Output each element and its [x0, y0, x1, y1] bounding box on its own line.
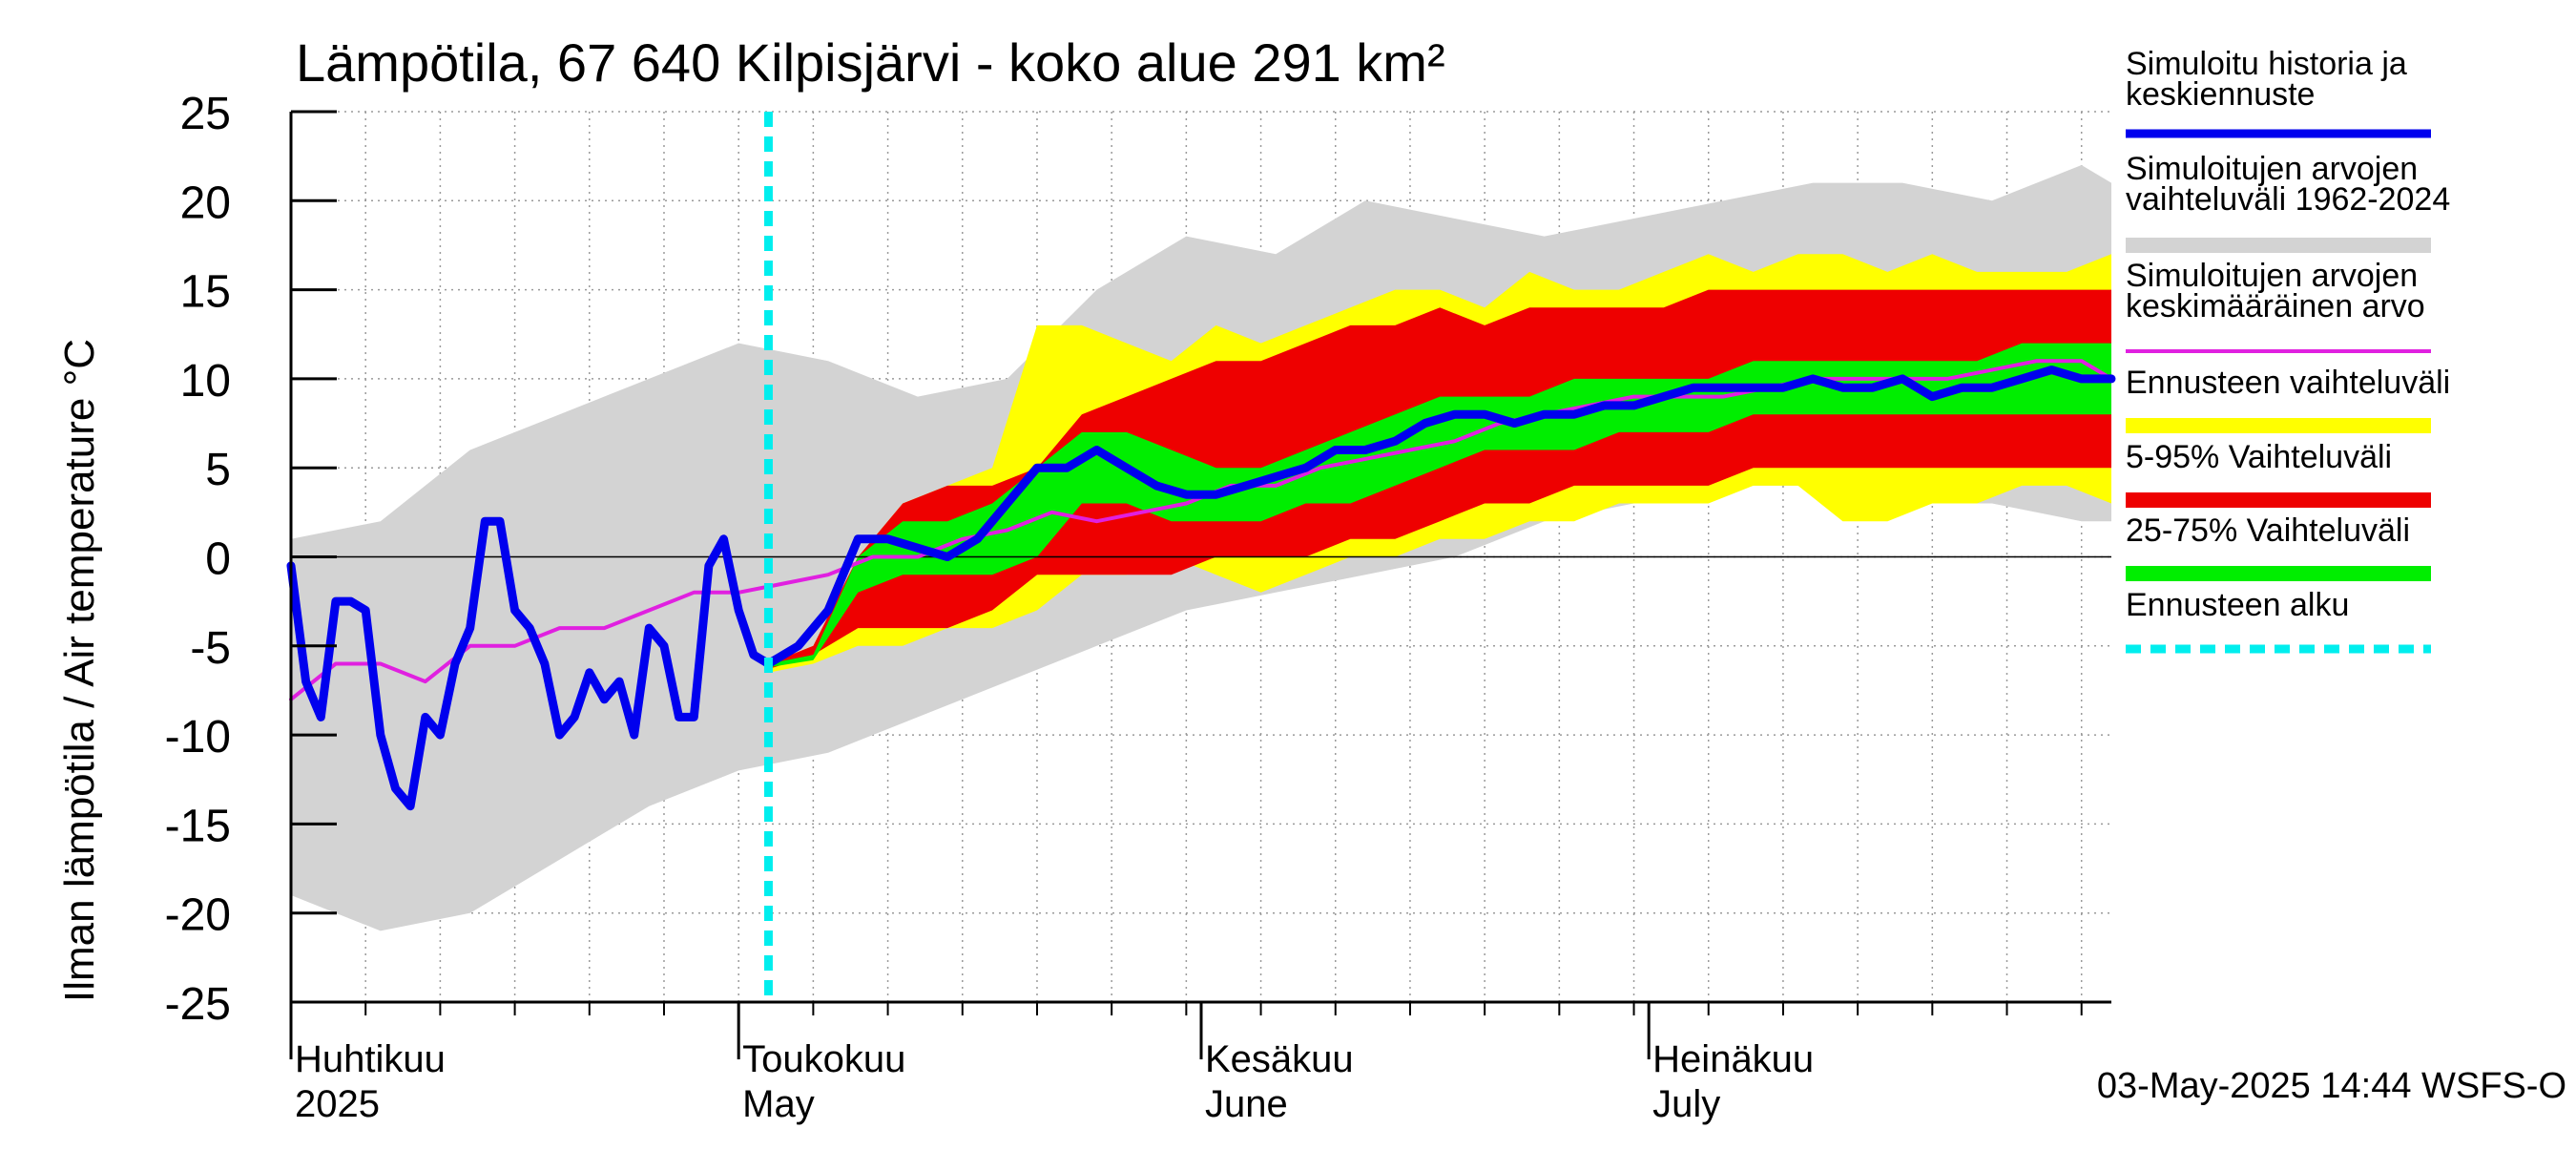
x-month-label-fi: Heinäkuu — [1652, 1038, 1814, 1080]
percentile-25-75-band — [768, 343, 2111, 668]
x-month-label-en: June — [1205, 1083, 1288, 1125]
legend-label: Simuloitujen arvojen — [2126, 258, 2418, 294]
y-tick-label: 15 — [180, 267, 231, 318]
timestamp: 03-May-2025 14:44 WSFS-O — [2097, 1066, 2566, 1106]
y-tick-label: -5 — [190, 623, 231, 674]
y-tick-label: -20 — [165, 890, 231, 941]
y-tick-label: -10 — [165, 712, 231, 763]
y-tick-label: 25 — [180, 89, 231, 139]
legend-label: 5-95% Vaihteluväli — [2126, 439, 2392, 475]
y-tick-label: 20 — [180, 178, 231, 228]
legend-label: 25-75% Vaihteluväli — [2126, 512, 2410, 549]
legend-label: Ennusteen vaihteluväli — [2126, 365, 2450, 401]
legend-label: vaihteluväli 1962-2024 — [2126, 181, 2450, 218]
legend-label: keskiennuste — [2126, 76, 2315, 113]
legend-label: Ennusteen alku — [2126, 587, 2349, 623]
y-tick-label: 10 — [180, 356, 231, 407]
chart-title: Lämpötila, 67 640 Kilpisjärvi - koko alu… — [296, 32, 1445, 93]
x-month-label-en: May — [742, 1083, 815, 1125]
legend-label: Simuloitu historia ja — [2126, 46, 2407, 82]
y-tick-label: 0 — [205, 534, 231, 585]
x-month-label-fi: Kesäkuu — [1205, 1038, 1354, 1080]
x-month-label-en: July — [1652, 1083, 1720, 1125]
x-month-label-en: 2025 — [295, 1083, 380, 1125]
x-month-label-fi: Huhtikuu — [295, 1038, 446, 1080]
y-tick-label: -15 — [165, 801, 231, 851]
legend-label: keskimääräinen arvo — [2126, 288, 2425, 324]
y-axis-label: Ilman lämpötila / Air temperature °C — [56, 339, 103, 1002]
y-tick-label: 5 — [205, 445, 231, 495]
y-tick-label: -25 — [165, 979, 231, 1030]
simulated-line — [286, 366, 2116, 811]
x-month-label-fi: Toukokuu — [742, 1038, 905, 1080]
legend-label: Simuloitujen arvojen — [2126, 151, 2418, 187]
